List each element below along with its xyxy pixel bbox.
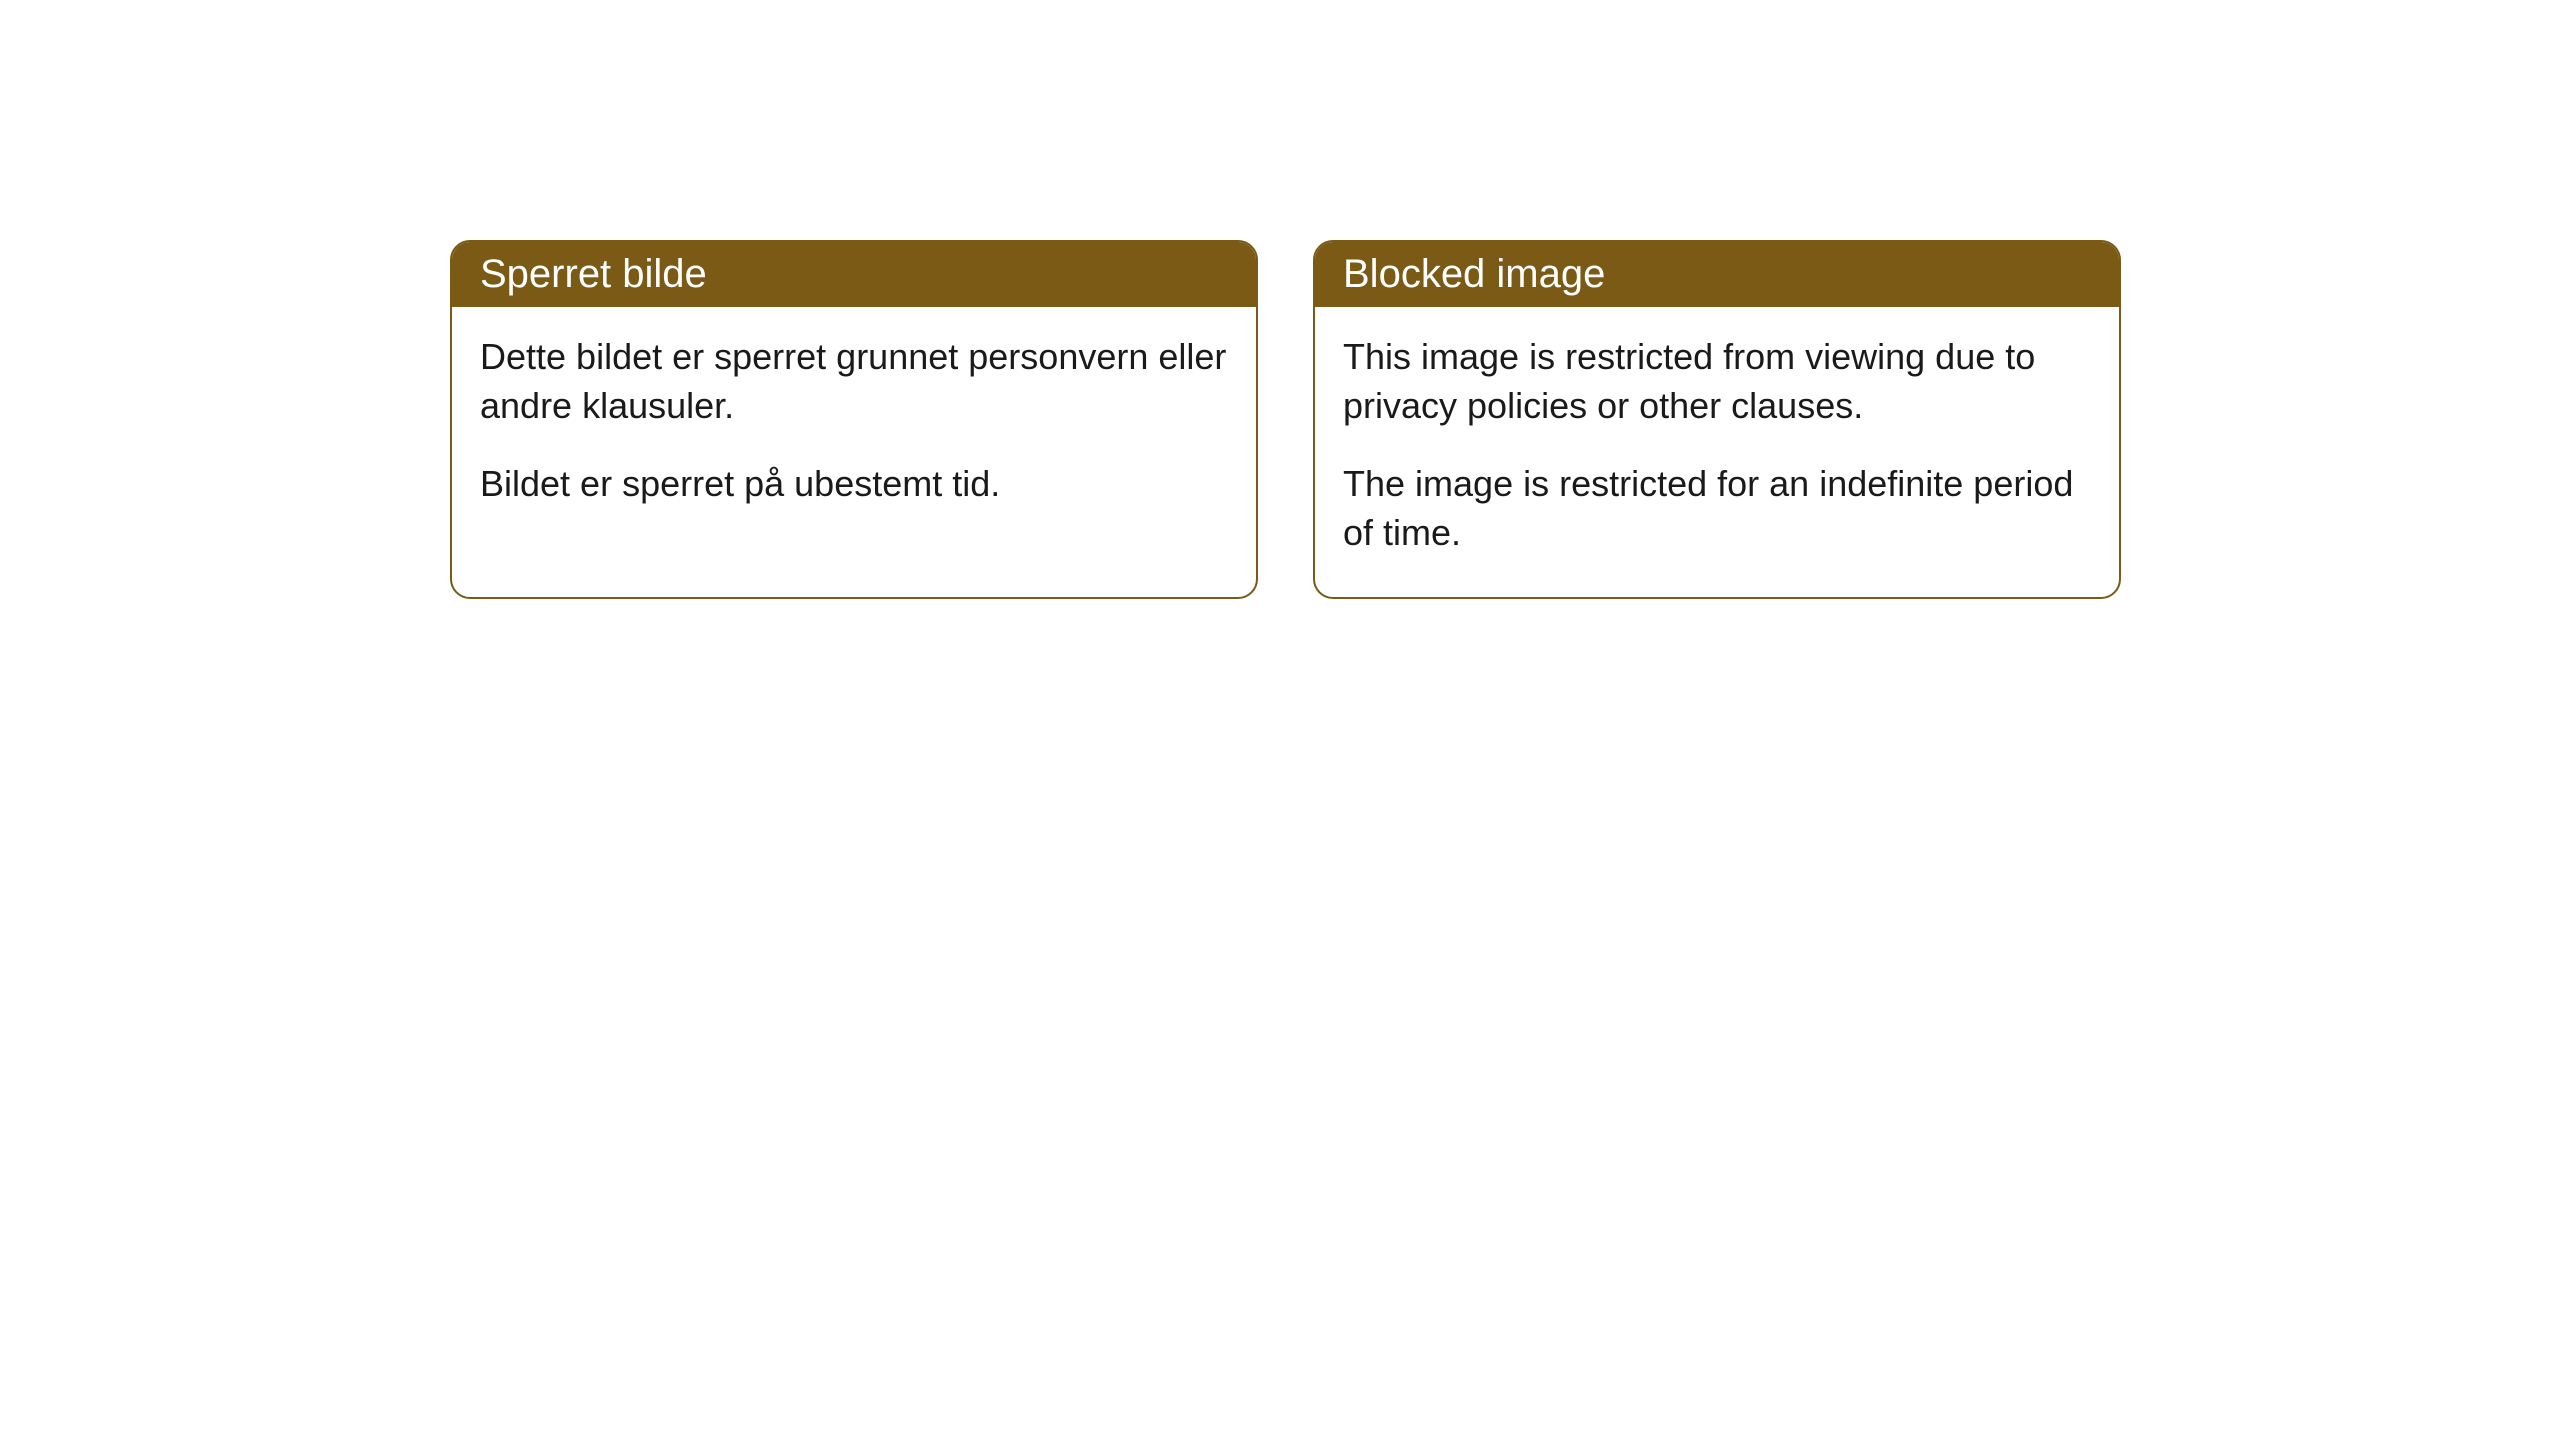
- card-paragraph-2-english: The image is restricted for an indefinit…: [1343, 460, 2091, 557]
- blocked-image-card-norwegian: Sperret bilde Dette bildet er sperret gr…: [450, 240, 1258, 599]
- card-body-norwegian: Dette bildet er sperret grunnet personve…: [452, 307, 1256, 549]
- blocked-image-card-english: Blocked image This image is restricted f…: [1313, 240, 2121, 599]
- card-header-english: Blocked image: [1315, 242, 2119, 307]
- card-paragraph-1-norwegian: Dette bildet er sperret grunnet personve…: [480, 333, 1228, 430]
- card-header-norwegian: Sperret bilde: [452, 242, 1256, 307]
- card-paragraph-1-english: This image is restricted from viewing du…: [1343, 333, 2091, 430]
- card-paragraph-2-norwegian: Bildet er sperret på ubestemt tid.: [480, 460, 1228, 509]
- cards-container: Sperret bilde Dette bildet er sperret gr…: [450, 240, 2121, 599]
- card-body-english: This image is restricted from viewing du…: [1315, 307, 2119, 597]
